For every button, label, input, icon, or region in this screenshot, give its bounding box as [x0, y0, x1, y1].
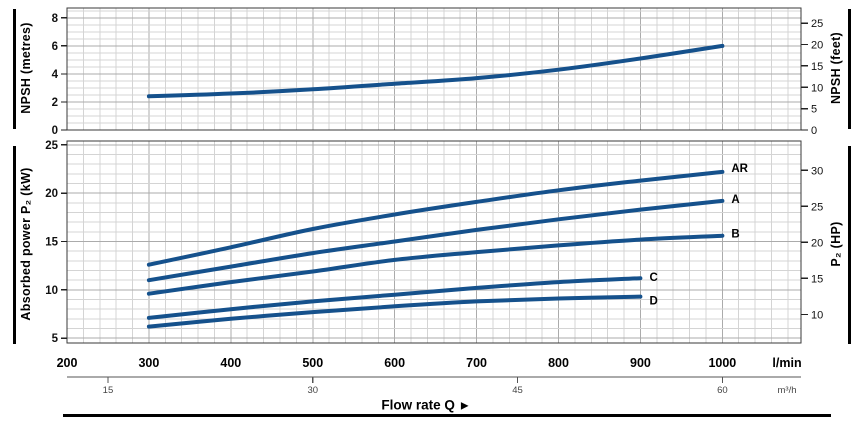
y2-tick-label: 25	[811, 201, 823, 213]
curve-AR	[146, 169, 725, 267]
y2-tick-label: 15	[811, 273, 823, 285]
y2-tick-label: 15	[811, 61, 823, 73]
x-axis-title: Flow rate Q ▶	[381, 398, 468, 413]
x-unit-label: l/min	[772, 356, 801, 370]
y-tick-label: 25	[45, 140, 58, 152]
y-tick-label: 2	[52, 97, 58, 109]
y2-tick-label: 20	[811, 237, 823, 249]
y2-tick-label: 0	[811, 125, 817, 137]
npsh-feet-axis-title: NPSH (feet)	[829, 31, 843, 105]
secondary-tick-label: 30	[307, 385, 318, 396]
y-tick-label: 8	[52, 13, 59, 25]
y-tick-label: 0	[52, 125, 58, 137]
curve-label-C: C	[649, 272, 657, 284]
curve-label-B: B	[731, 229, 739, 241]
x-tick-label: 600	[384, 356, 405, 370]
curve-A	[146, 198, 725, 283]
y-tick-label: 5	[52, 333, 59, 345]
npsh-metres-axis-bar	[13, 9, 16, 129]
curve-B	[146, 233, 725, 296]
y-tick-label: 10	[45, 285, 58, 297]
secondary-tick-label: 15	[103, 385, 114, 396]
curve-label-AR: AR	[731, 163, 748, 175]
y2-tick-label: 5	[811, 104, 817, 116]
x-axis-title-text: Flow rate Q	[381, 397, 455, 413]
npsh-metres-axis-title: NPSH (metres)	[19, 22, 33, 114]
secondary-tick-label: 60	[717, 385, 728, 396]
right-arrow-icon: ▶	[460, 400, 469, 412]
y2-tick-label: 30	[811, 165, 823, 177]
npsh-feet-axis-bar	[848, 9, 851, 129]
curve-label-A: A	[731, 194, 739, 206]
x-tick-label: 200	[57, 356, 78, 370]
curve-NPSH	[146, 43, 725, 99]
curve-label-D: D	[649, 296, 657, 308]
curve-C	[146, 276, 643, 320]
y-tick-label: 4	[52, 69, 59, 81]
x-tick-label: 800	[548, 356, 569, 370]
secondary-tick-label: 45	[512, 385, 523, 396]
panel-border-npsh-panel	[66, 7, 802, 131]
y-tick-label: 20	[45, 188, 58, 200]
y2-tick-label: 10	[811, 82, 823, 94]
power-hp-axis-title: P₂ (HP)	[829, 221, 843, 267]
x-tick-label: 1000	[708, 356, 736, 370]
y2-tick-label: 25	[811, 18, 823, 30]
x-tick-label: 400	[220, 356, 241, 370]
x-tick-label: 900	[630, 356, 651, 370]
power-hp-axis-bar	[848, 146, 851, 344]
x-tick-label: 700	[466, 356, 487, 370]
x-tick-label: 500	[302, 356, 323, 370]
power-kw-axis-title: Absorbed power P₂ (kW)	[19, 167, 33, 321]
secondary-unit-label: m³/h	[778, 385, 797, 396]
bottom-rule	[63, 414, 831, 417]
y-tick-label: 6	[52, 41, 58, 53]
power-kw-axis-bar	[13, 146, 16, 344]
y2-tick-label: 10	[811, 309, 823, 321]
y2-tick-label: 20	[811, 40, 823, 52]
y-tick-label: 15	[45, 237, 58, 249]
curve-D	[146, 294, 643, 329]
x-tick-label: 300	[138, 356, 159, 370]
